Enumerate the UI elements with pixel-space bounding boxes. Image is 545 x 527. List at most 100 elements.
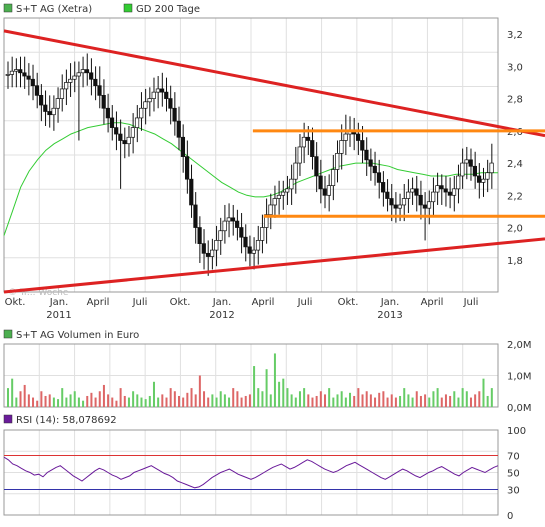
volume-bar xyxy=(361,394,364,407)
volume-bar xyxy=(161,394,164,407)
volume-bar xyxy=(178,395,181,407)
volume-bar xyxy=(244,395,247,407)
candle-body xyxy=(456,175,461,190)
price-y-tick-label: 2,4 xyxy=(507,159,523,170)
candle-body xyxy=(385,191,390,199)
candle-body xyxy=(22,72,27,77)
volume-bar xyxy=(86,395,89,407)
candle-body xyxy=(235,220,240,228)
candle-body xyxy=(389,198,394,206)
volume-bar xyxy=(148,395,151,407)
candle-body xyxy=(39,95,44,106)
volume-bar xyxy=(223,394,226,407)
volume-bar xyxy=(240,397,243,407)
volume-bar xyxy=(328,388,331,407)
volume-bar xyxy=(273,353,276,407)
volume-bar xyxy=(369,394,372,407)
candle-body xyxy=(268,204,273,215)
volume-bar xyxy=(390,394,393,407)
volume-bar xyxy=(248,394,251,407)
x-tick-label: Okt. xyxy=(170,297,191,308)
volume-bar xyxy=(428,397,431,407)
candle-body xyxy=(118,133,123,141)
volume-bar xyxy=(349,392,352,407)
candle-body xyxy=(176,120,181,138)
x-tick-year: 2011 xyxy=(46,310,71,321)
candle-body xyxy=(205,252,211,257)
candle-body xyxy=(393,204,398,209)
volume-bar xyxy=(40,391,43,407)
trendline xyxy=(3,29,545,138)
volume-y-tick-label: 0,0M xyxy=(507,403,532,414)
candle-body xyxy=(93,78,98,87)
candle-body xyxy=(68,78,73,83)
candle-body xyxy=(330,169,336,186)
candle-body xyxy=(426,201,432,209)
volume-bar xyxy=(290,394,293,407)
volume-bar xyxy=(261,391,264,407)
panel-frame xyxy=(3,343,499,408)
volume-bar xyxy=(115,400,118,407)
candle-body xyxy=(80,69,85,74)
price-legend-swatch xyxy=(3,3,13,13)
candle-body xyxy=(243,236,248,248)
rsi-y-tick-label: 50 xyxy=(507,469,520,480)
volume-bar xyxy=(182,397,185,407)
price-legend-label: GD 200 Tage xyxy=(136,4,200,15)
candle-body xyxy=(13,69,19,72)
volume-bar xyxy=(419,395,422,407)
volume-bar xyxy=(315,395,318,407)
candle-body xyxy=(289,178,294,190)
volume-bar xyxy=(132,391,135,407)
volume-bar xyxy=(211,394,214,407)
candle-body xyxy=(105,107,110,119)
rsi-grid xyxy=(3,429,499,516)
volume-bar xyxy=(336,394,339,407)
price-y-tick-label: 2,0 xyxy=(507,224,523,235)
volume-bar xyxy=(453,391,456,407)
candle-body xyxy=(18,69,23,74)
candle-body xyxy=(285,188,290,193)
candle-body xyxy=(89,72,94,80)
candle-body xyxy=(109,117,115,128)
volume-bar xyxy=(144,399,147,407)
rsi-legend-label: RSI (14): 58,078692 xyxy=(16,415,117,426)
candle-body xyxy=(139,107,144,119)
candle-body xyxy=(447,191,452,196)
candle-body xyxy=(222,220,227,232)
candle-body xyxy=(64,82,69,90)
candle-body xyxy=(418,194,423,206)
volume-bar xyxy=(77,397,80,407)
rsi-y-tick-label: 100 xyxy=(507,426,526,437)
volume-bar xyxy=(340,391,343,407)
candle-body xyxy=(481,178,486,183)
candle-body xyxy=(435,185,440,193)
volume-bar xyxy=(469,397,472,407)
candle-body xyxy=(293,162,298,180)
trendline xyxy=(3,237,545,294)
candle-body xyxy=(122,140,127,145)
volume-bar xyxy=(278,381,281,407)
volume-bar xyxy=(107,394,110,407)
x-tick-year: 2012 xyxy=(209,310,234,321)
candle-body xyxy=(189,178,194,206)
volume-bar xyxy=(98,391,101,407)
x-tick-label: Okt. xyxy=(338,297,359,308)
volume-bar xyxy=(440,397,443,407)
candle-body xyxy=(368,159,373,167)
candle-body xyxy=(264,214,269,228)
volume-bar xyxy=(186,392,189,407)
candle-body xyxy=(272,198,277,206)
volume-bar xyxy=(157,397,160,407)
candle-body xyxy=(364,149,369,161)
volume-bar xyxy=(449,395,452,407)
volume-bar xyxy=(82,400,85,407)
volume-bar xyxy=(303,388,306,407)
candle-body xyxy=(489,162,494,174)
candle-body xyxy=(339,140,344,154)
volume-bar xyxy=(48,394,51,407)
volume-bar xyxy=(307,394,310,407)
candle-body xyxy=(422,204,427,209)
candle-body xyxy=(9,70,15,75)
